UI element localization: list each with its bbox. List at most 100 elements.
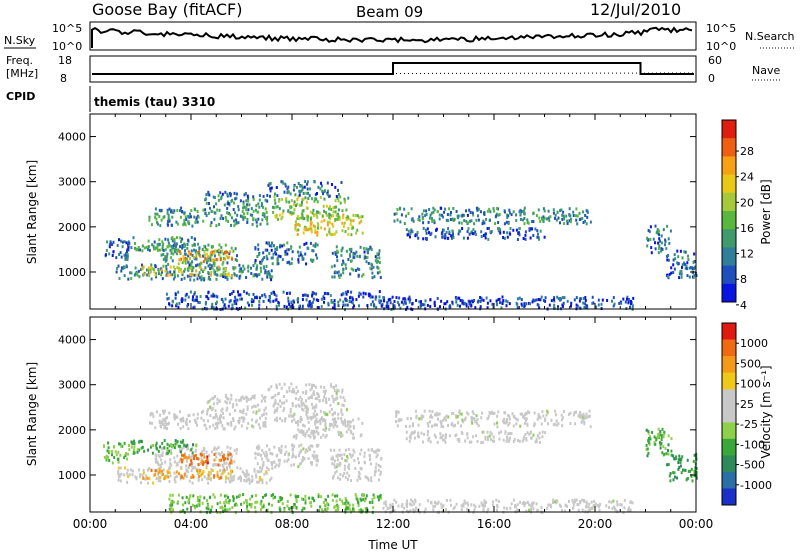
data-cell <box>231 274 233 277</box>
data-cell <box>215 294 218 298</box>
data-cell <box>275 463 278 467</box>
data-cell <box>597 303 600 307</box>
data-cell <box>345 298 347 302</box>
data-cell <box>179 473 182 477</box>
data-cell <box>477 214 479 218</box>
data-cell <box>220 273 223 277</box>
data-cell <box>277 391 280 395</box>
data-cell <box>225 393 227 397</box>
data-cell <box>442 228 445 232</box>
data-cell <box>221 455 224 459</box>
data-cell <box>672 271 675 274</box>
data-cell <box>213 261 216 265</box>
data-cell <box>350 431 353 435</box>
data-cell <box>344 263 347 267</box>
data-cell <box>320 495 323 499</box>
data-cell <box>296 202 299 206</box>
data-cell <box>352 306 355 310</box>
data-cell <box>199 462 202 466</box>
data-cell <box>196 263 199 267</box>
data-cell <box>262 505 265 509</box>
nsearch-tick-bottom: 10^0 <box>706 40 736 53</box>
data-cell <box>256 255 259 258</box>
data-cell <box>438 217 441 221</box>
data-cell <box>323 291 326 295</box>
data-cell <box>344 230 347 233</box>
data-cell <box>243 479 246 482</box>
data-cell <box>196 277 199 281</box>
nave-label: Nave <box>752 64 780 77</box>
data-cell <box>322 295 325 299</box>
data-cell <box>271 503 273 507</box>
data-cell <box>160 458 163 462</box>
data-cell <box>167 213 170 217</box>
data-cell <box>516 297 519 301</box>
data-cell <box>168 465 171 469</box>
data-cell <box>491 439 494 443</box>
data-cell <box>533 411 536 415</box>
data-cell <box>166 442 169 446</box>
data-cell <box>243 471 246 475</box>
data-cell <box>217 265 220 269</box>
data-cell <box>508 438 511 441</box>
data-cell <box>444 207 447 211</box>
colorbar-segment <box>722 192 736 212</box>
data-cell <box>334 270 337 274</box>
data-cell <box>371 498 374 501</box>
data-cell <box>147 245 150 249</box>
data-cell <box>389 506 392 509</box>
data-cell <box>352 226 355 230</box>
data-cell <box>232 403 235 407</box>
data-cell <box>473 503 476 507</box>
data-cell <box>273 402 276 406</box>
data-cell <box>279 404 282 408</box>
data-cell <box>115 453 118 457</box>
data-cell <box>333 422 336 426</box>
data-cell <box>194 298 197 302</box>
data-cell <box>539 416 542 420</box>
data-cell <box>286 504 289 508</box>
data-cell <box>180 277 183 281</box>
data-cell <box>684 468 687 472</box>
data-cell <box>226 421 229 425</box>
data-cell <box>291 304 294 307</box>
data-cell <box>530 220 533 224</box>
data-cell <box>454 423 457 427</box>
data-cell <box>278 213 281 217</box>
data-cell <box>544 431 547 435</box>
data-cell <box>359 292 362 296</box>
data-cell <box>340 249 343 253</box>
data-cell <box>322 433 325 437</box>
data-cell <box>665 247 668 251</box>
data-cell <box>168 411 171 415</box>
data-cell <box>140 446 143 450</box>
data-cell <box>553 303 556 307</box>
data-cell <box>397 504 400 508</box>
data-cell <box>456 303 459 307</box>
data-cell <box>488 218 491 222</box>
data-cell <box>175 220 178 224</box>
data-cell <box>313 450 316 454</box>
data-cell <box>315 213 318 217</box>
data-cell <box>280 217 283 221</box>
data-cell <box>213 474 216 478</box>
data-cell <box>358 471 361 474</box>
data-cell <box>274 495 276 499</box>
data-cell <box>245 412 248 416</box>
data-cell <box>189 494 192 498</box>
data-cell <box>277 217 279 221</box>
data-cell <box>216 401 219 405</box>
data-cell <box>295 385 298 389</box>
data-cell <box>145 245 148 249</box>
data-cell <box>369 457 372 461</box>
data-cell <box>276 386 278 389</box>
data-cell <box>214 427 217 430</box>
colorbar-tick-label: -500 <box>740 459 765 472</box>
data-cell <box>293 444 296 448</box>
data-cell <box>486 209 489 213</box>
data-cell <box>103 455 106 459</box>
data-cell <box>262 503 265 507</box>
data-cell <box>561 296 564 300</box>
data-cell <box>221 407 224 411</box>
data-cell <box>233 460 236 464</box>
